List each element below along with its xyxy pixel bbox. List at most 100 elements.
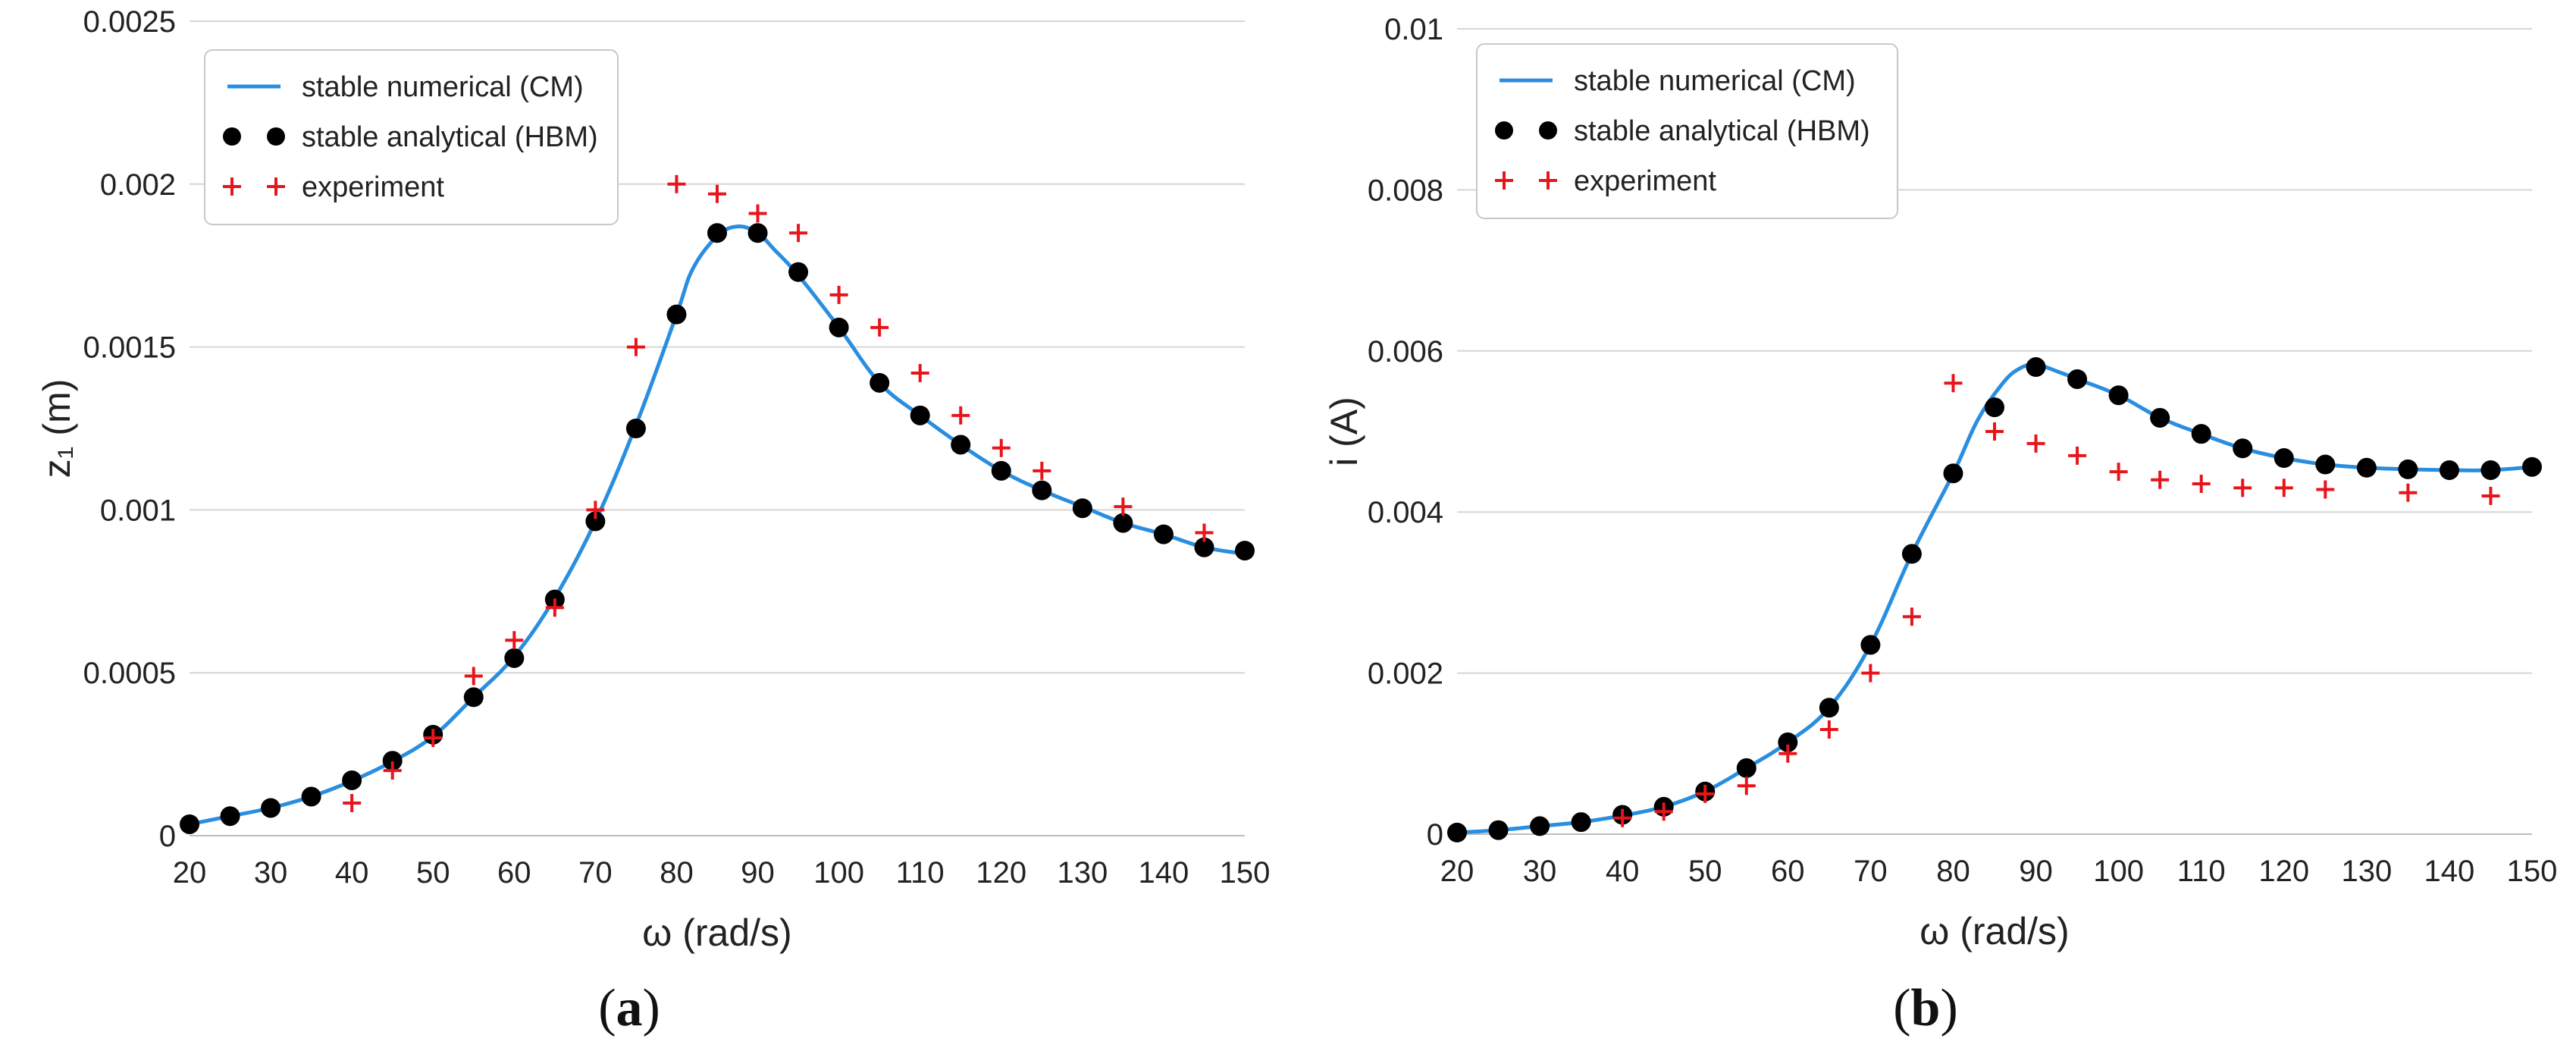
- legend: stable numerical (CM) stable analytical (…: [204, 49, 619, 225]
- data-point-experiment: [2192, 475, 2211, 494]
- data-point-hbm: [2522, 457, 2542, 477]
- data-point-hbm: [463, 687, 484, 708]
- data-point-hbm: [2233, 438, 2253, 459]
- data-point-hbm: [1194, 537, 1214, 557]
- data-point-hbm: [1985, 397, 2004, 418]
- data-point-experiment: [343, 794, 362, 813]
- data-point-hbm: [382, 751, 403, 771]
- data-point-hbm: [2026, 357, 2046, 378]
- data-point-experiment: [951, 406, 970, 425]
- series-dots: [180, 223, 1255, 834]
- x-tick-label: 140: [1139, 856, 1189, 890]
- data-point-experiment: [2151, 470, 2170, 489]
- x-tick-label: 30: [1523, 855, 1557, 888]
- series-plus: [1613, 374, 2500, 827]
- x-tick-label: 70: [1854, 855, 1888, 888]
- legend-label: stable numerical (CM): [1574, 65, 1856, 97]
- x-tick-label: 60: [1771, 855, 1805, 888]
- data-point-hbm: [1113, 513, 1133, 533]
- data-point-experiment: [586, 500, 605, 519]
- panel-label-open: (: [1893, 979, 1910, 1037]
- data-point-hbm: [1901, 544, 1922, 564]
- y-tick-label: 0.0005: [83, 657, 176, 690]
- panel-label-close: ): [1940, 979, 1957, 1037]
- data-point-experiment: [2399, 483, 2418, 502]
- data-point-hbm: [1235, 541, 1255, 561]
- data-point-experiment: [1654, 802, 1673, 821]
- data-point-experiment: [1944, 374, 1963, 393]
- data-point-hbm: [1447, 822, 1467, 842]
- data-point-experiment: [2481, 486, 2500, 505]
- data-point-experiment: [464, 667, 483, 686]
- data-point-hbm: [829, 317, 849, 337]
- panel-label-letter: b: [1911, 979, 1941, 1037]
- data-point-hbm: [342, 770, 362, 790]
- y-axis-title: i (A): [1323, 397, 1365, 466]
- series-line: [189, 224, 1246, 827]
- x-tick-label: 130: [1057, 856, 1108, 890]
- x-tick-label: 130: [2341, 855, 2392, 888]
- data-point-hbm: [2439, 460, 2459, 480]
- chart-panel-a: 0 0.0005 0.001 0.0015 0.002 0.0025 20 30 40 50 60 7…: [36, 5, 1270, 1037]
- data-point-hbm: [1032, 480, 1052, 500]
- x-tick-label: 120: [2258, 855, 2309, 888]
- data-point-experiment: [2316, 480, 2335, 499]
- legend-label: experiment: [302, 171, 444, 203]
- data-point-hbm: [301, 786, 321, 807]
- data-point-hbm: [1153, 524, 1174, 544]
- y-tick-label: 0.002: [1368, 657, 1443, 691]
- y-tick-label: 0.001: [100, 494, 176, 527]
- x-tick-label: 80: [1936, 855, 1970, 888]
- data-point-hbm: [707, 223, 727, 243]
- x-axis-title: ω (rad/s): [642, 912, 791, 954]
- data-point-hbm: [2150, 407, 2170, 428]
- x-tick-label: 70: [578, 856, 613, 890]
- data-point-hbm: [2480, 460, 2501, 480]
- data-point-experiment: [1778, 744, 1797, 763]
- data-point-hbm: [951, 435, 971, 455]
- legend-box: [1476, 43, 1898, 219]
- data-point-hbm: [2108, 385, 2129, 406]
- legend-swatch-plus: [267, 177, 285, 196]
- data-point-hbm: [870, 372, 890, 393]
- data-point-experiment: [1195, 523, 1214, 542]
- chart-panel-b: 0 0.002 0.004 0.006 0.008 0.01 20 30 40 50 60 70 80 9…: [1323, 13, 2557, 1037]
- x-tick-label: 110: [896, 856, 945, 890]
- x-tick-label: 20: [173, 856, 207, 890]
- data-point-experiment: [2068, 446, 2087, 465]
- x-tick-label: 40: [1606, 855, 1640, 888]
- x-tick-label: 150: [1220, 856, 1271, 890]
- data-point-hbm: [2356, 457, 2377, 478]
- data-point-hbm: [1819, 698, 1839, 718]
- data-point-experiment: [667, 174, 686, 193]
- data-point-experiment: [2233, 479, 2252, 497]
- x-tick-label: 20: [1440, 855, 1474, 888]
- data-point-experiment: [2109, 463, 2128, 482]
- data-point-hbm: [1943, 463, 1963, 484]
- data-point-hbm: [2315, 454, 2336, 475]
- data-point-hbm: [1736, 758, 1757, 778]
- panel-label-close: ): [643, 979, 660, 1037]
- data-point-experiment: [383, 761, 402, 780]
- data-point-experiment: [870, 318, 889, 337]
- legend-label: stable analytical (HBM): [1574, 115, 1870, 147]
- data-point-hbm: [991, 460, 1011, 481]
- x-tick-label: 60: [497, 856, 531, 890]
- data-point-hbm: [2067, 369, 2088, 389]
- data-point-experiment: [1696, 784, 1715, 803]
- data-point-hbm: [2398, 459, 2418, 479]
- x-tick-label: 150: [2507, 855, 2558, 888]
- data-point-experiment: [1985, 422, 2004, 441]
- x-tick-label: 100: [2093, 855, 2144, 888]
- y-tick-label: 0.01: [1384, 13, 1443, 46]
- panel-label: (a): [598, 979, 660, 1037]
- y-tick-label: 0.0025: [83, 5, 176, 39]
- data-point-experiment: [1737, 777, 1756, 795]
- data-point-experiment: [1861, 664, 1880, 682]
- y-axis-title: z₁ (m): [36, 379, 78, 479]
- data-point-experiment: [545, 598, 564, 617]
- data-point-experiment: [2026, 434, 2045, 453]
- data-point-experiment: [1819, 720, 1838, 739]
- series-dots: [1447, 357, 2542, 842]
